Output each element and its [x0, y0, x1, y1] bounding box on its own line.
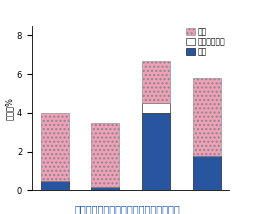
Bar: [91, 187, 119, 190]
Bar: [192, 78, 220, 156]
Text: 図１．でん粉粕サイレージの有機酸組成: 図１．でん粉粕サイレージの有機酸組成: [74, 204, 180, 214]
Bar: [141, 103, 169, 113]
Bar: [141, 113, 169, 190]
Y-axis label: 乾物中%: 乾物中%: [5, 97, 14, 120]
Bar: [141, 61, 169, 103]
Bar: [91, 123, 119, 187]
Legend: 乳酸, プロピオン酸, 酢酸: 乳酸, プロピオン酸, 酢酸: [184, 26, 225, 57]
Bar: [192, 156, 220, 190]
Bar: [41, 113, 68, 181]
Bar: [41, 181, 68, 190]
